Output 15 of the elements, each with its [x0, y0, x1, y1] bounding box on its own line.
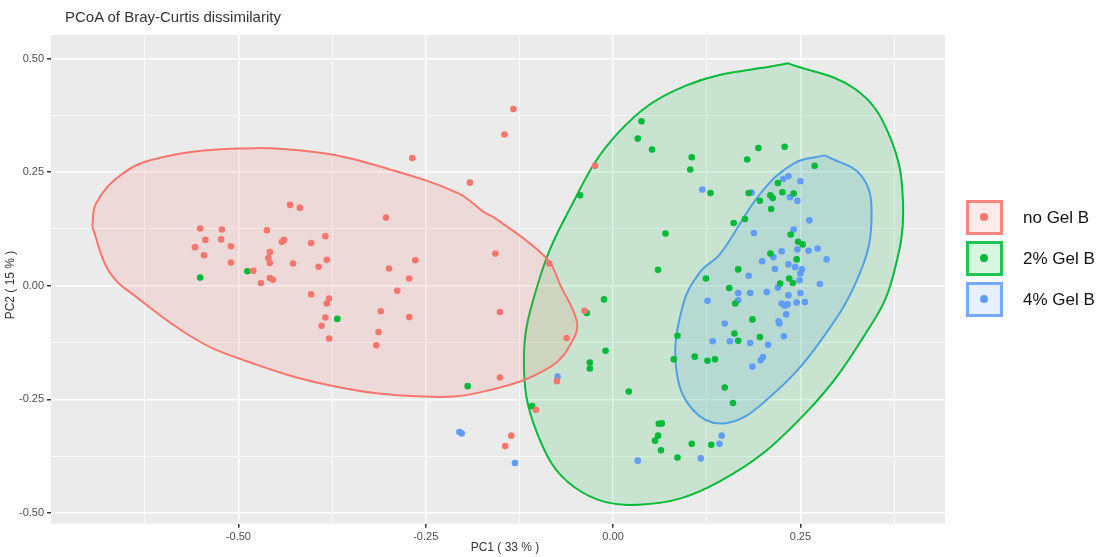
x-tick-label: -0.25 [413, 530, 439, 543]
y-tick-label: -0.25 [18, 392, 45, 405]
chart-title: PCoA of Bray-Curtis dissimilarity [65, 8, 281, 25]
y-tick-label: -0.50 [18, 505, 45, 518]
x-tick-label: 0.25 [789, 530, 812, 543]
legend-label: no Gel B [1023, 207, 1090, 228]
y-tick-label: 0.00 [22, 278, 45, 291]
y-tick-label: 0.25 [22, 165, 45, 178]
legend-label: 2% Gel B [1023, 248, 1095, 269]
y-tick-label: 0.50 [22, 51, 45, 64]
x-axis-title: PC1 ( 33 % ) [470, 540, 540, 554]
x-tick-label: -0.50 [225, 530, 251, 543]
y-axis-title: PC2 ( 15 % ) [3, 249, 17, 322]
x-tick-label: 0.00 [602, 530, 624, 543]
legend-label: 4% Gel B [1023, 289, 1095, 310]
